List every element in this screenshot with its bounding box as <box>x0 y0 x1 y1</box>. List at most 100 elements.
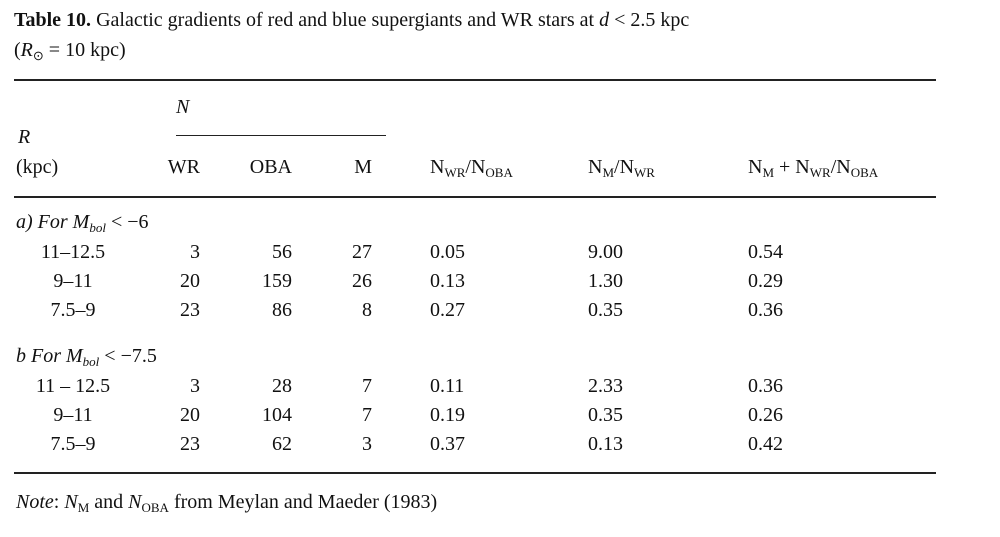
section-label: b For Mbol < −7.5 <box>16 344 157 368</box>
column-header: OBA <box>249 156 292 178</box>
ratio-part: N <box>588 156 603 178</box>
r-header: R <box>18 125 30 149</box>
column-header: M <box>354 156 372 178</box>
ratio-cell: 0.35 <box>588 299 623 321</box>
count-cell: 7 <box>362 375 372 397</box>
count-cell: 104 <box>262 404 292 426</box>
caption-line-1: Table 10. Galactic gradients of red and … <box>14 8 689 32</box>
note-s1: M <box>77 500 90 515</box>
caption-sun: ⊙ <box>32 48 44 63</box>
count-cell: 3 <box>190 241 200 263</box>
top-rule <box>14 79 936 81</box>
section-var: M <box>72 211 90 233</box>
section-sub: bol <box>89 220 106 235</box>
section-prefix: a) For <box>16 211 68 233</box>
count-cell: 23 <box>180 299 200 321</box>
ratio-cell: 0.13 <box>430 270 465 292</box>
ratio-part: OBA <box>485 165 513 180</box>
ratio-part: /N <box>830 156 851 178</box>
ratio-cell: 0.54 <box>748 241 783 263</box>
column-header: WR <box>167 156 200 178</box>
note-label: Note <box>16 491 54 513</box>
caption-rest: = 10 kpc) <box>48 39 126 61</box>
count-cell: 7 <box>362 404 372 426</box>
ratio-part: N <box>748 156 763 178</box>
note-mid: and <box>94 491 124 513</box>
section-var: M <box>66 345 83 367</box>
r-unit: (kpc) <box>16 156 59 178</box>
ratio-cell: 0.19 <box>430 404 465 426</box>
ratio-part: M <box>602 165 615 180</box>
ratio-cell: 0.29 <box>748 270 783 292</box>
range-cell: 11 – 12.5 <box>35 375 111 397</box>
caption-var: d <box>599 9 610 31</box>
count-cell: 28 <box>272 375 292 397</box>
caption-text: Galactic gradients of red and blue super… <box>96 9 595 31</box>
note-n1: N <box>64 491 78 513</box>
note-sep: : <box>53 491 60 513</box>
ratio-cell: 0.42 <box>748 433 783 455</box>
count-cell: 23 <box>180 433 200 455</box>
count-cell: 20 <box>180 270 200 292</box>
ratio-cell: 0.26 <box>748 404 783 426</box>
caption-r: R <box>20 39 33 61</box>
count-cell: 27 <box>352 241 372 263</box>
count-cell: 8 <box>362 299 372 321</box>
range-cell: 9–11 <box>53 270 93 292</box>
count-cell: 56 <box>272 241 292 263</box>
group-n: N <box>176 96 190 118</box>
section-label: a) For Mbol < −6 <box>16 210 149 234</box>
caption-cond: < 2.5 kpc <box>614 9 690 31</box>
bottom-rule <box>14 472 936 474</box>
ratio-cell: 1.30 <box>588 270 623 292</box>
ratio-header: NM + NWR/NOBA <box>748 155 878 179</box>
ratio-part: WR <box>809 165 831 180</box>
ratio-cell: 0.27 <box>430 299 465 321</box>
range-cell: 7.5–9 <box>50 299 96 321</box>
header-rule <box>14 196 936 198</box>
ratio-cell: 0.37 <box>430 433 465 455</box>
ratio-cell: 2.33 <box>588 375 623 397</box>
ratio-part: + N <box>774 156 810 178</box>
count-cell: 86 <box>272 299 292 321</box>
ratio-cell: 9.00 <box>588 241 623 263</box>
count-cell: 62 <box>272 433 292 455</box>
note: Note: NM and NOBA from Meylan and Maeder… <box>16 490 437 514</box>
section-cond: < −7.5 <box>104 345 157 367</box>
section-sub: bol <box>82 354 100 369</box>
ratio-part: /N <box>614 156 635 178</box>
caption-open: ( <box>14 39 21 61</box>
count-cell: 3 <box>362 433 372 455</box>
ratio-part: OBA <box>850 165 879 180</box>
range-cell: 7.5–9 <box>50 433 96 455</box>
group-rule <box>176 135 386 137</box>
ratio-part: WR <box>634 165 655 180</box>
note-s2: OBA <box>141 500 169 515</box>
note-rest: from Meylan and Maeder (1983) <box>173 491 438 513</box>
group-header: N <box>176 95 189 119</box>
ratio-header: NM/NWR <box>588 155 655 179</box>
ratio-cell: 0.36 <box>748 375 783 397</box>
ratio-part: WR <box>444 165 466 180</box>
range-cell: 9–11 <box>53 404 93 426</box>
section-cond: < −6 <box>110 211 149 233</box>
ratio-cell: 0.05 <box>430 241 465 263</box>
count-cell: 3 <box>190 375 200 397</box>
r-var: R <box>18 126 31 148</box>
count-cell: 159 <box>262 270 292 292</box>
ratio-header: NWR/NOBA <box>430 155 513 179</box>
count-cell: 26 <box>352 270 372 292</box>
ratio-part: N <box>430 156 445 178</box>
section-prefix: b For <box>16 345 61 367</box>
ratio-part: M <box>762 165 775 180</box>
caption-label: Table 10. <box>14 9 92 31</box>
ratio-cell: 0.35 <box>588 404 623 426</box>
caption-line-2: (R⊙ = 10 kpc) <box>14 38 126 62</box>
note-n2: N <box>128 491 142 513</box>
ratio-part: /N <box>465 156 486 178</box>
ratio-cell: 0.36 <box>748 299 783 321</box>
ratio-cell: 0.11 <box>430 375 465 397</box>
count-cell: 20 <box>180 404 200 426</box>
range-cell: 11–12.5 <box>40 241 106 263</box>
